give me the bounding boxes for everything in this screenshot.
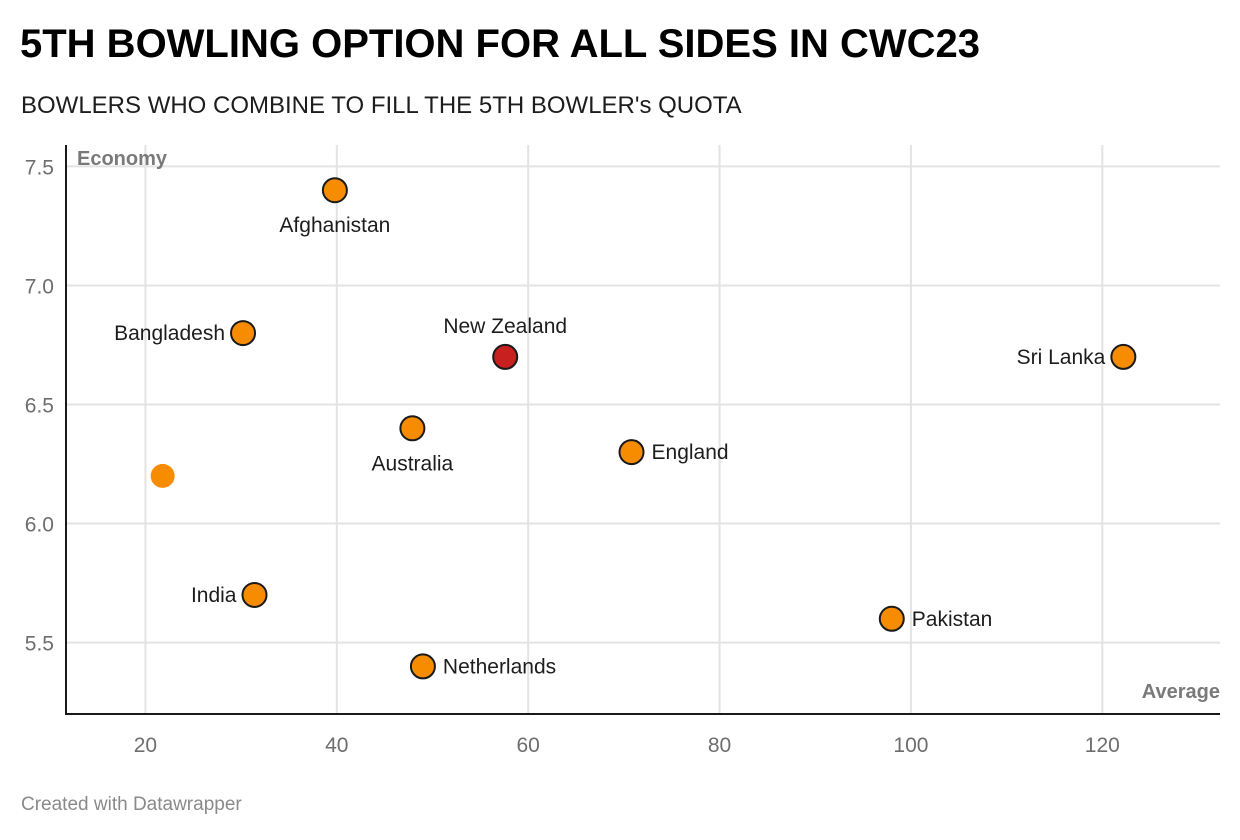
y-tick-label: 6.5: [25, 395, 54, 418]
data-point-group: Pakistan: [878, 605, 993, 632]
x-tick-label: 20: [134, 734, 157, 757]
data-point-label: Australia: [372, 452, 454, 475]
chart-subtitle: BOWLERS WHO COMBINE TO FILL THE 5TH BOWL…: [21, 92, 742, 119]
x-tick-label: 80: [708, 734, 731, 757]
gridlines: [66, 145, 1220, 714]
y-axis-title: Economy: [77, 148, 168, 170]
data-point-label: Afghanistan: [279, 214, 390, 237]
data-point-group: Australia: [372, 415, 454, 475]
data-point-group: Sri Lanka: [1017, 343, 1137, 370]
x-axis-title: Average: [1142, 681, 1220, 703]
data-point: [618, 439, 645, 466]
y-tick-label: 7.5: [25, 156, 54, 179]
y-tick-label: 7.0: [25, 275, 54, 298]
data-points: Afghanistan Bangladesh New Zealand Sri Lank…: [114, 177, 1137, 680]
data-point-group: England: [618, 439, 729, 466]
y-tick-label: 6.0: [25, 514, 54, 537]
y-tick-label: 5.5: [25, 633, 54, 656]
data-point-label: New Zealand: [443, 315, 567, 338]
data-point: [230, 320, 257, 347]
axes: [65, 145, 1220, 715]
data-point-group: [150, 463, 175, 488]
data-point-label: India: [191, 584, 237, 607]
data-point: [150, 463, 175, 488]
x-tick-label: 60: [516, 734, 539, 757]
data-point: [399, 415, 426, 442]
credit-footer: Created with Datawrapper: [21, 794, 242, 815]
x-tick-label: 120: [1085, 734, 1120, 757]
data-point-group: New Zealand: [443, 315, 567, 370]
data-point-label: Sri Lanka: [1017, 346, 1106, 369]
data-point-group: India: [191, 581, 268, 608]
data-point-label: Netherlands: [443, 655, 556, 678]
data-point: [409, 653, 436, 680]
x-tick-label: 100: [893, 734, 928, 757]
data-point: [878, 605, 905, 632]
data-point-group: Bangladesh: [114, 320, 257, 347]
data-point-label: Pakistan: [912, 608, 993, 631]
data-point: [1110, 343, 1137, 370]
data-point-label: England: [652, 441, 729, 464]
data-point: [241, 581, 268, 608]
scatter-chart: 20 40 60 80 100 120 5.5 6.0 6.5 7.0 7.5 Economy Av…: [25, 145, 1220, 757]
tick-labels: 20 40 60 80 100 120 5.5 6.0 6.5 7.0 7.5: [25, 156, 1120, 757]
data-point: [321, 177, 348, 204]
data-point-group: Netherlands: [409, 653, 556, 680]
data-point-label: Bangladesh: [114, 322, 225, 345]
data-point: [492, 343, 519, 370]
x-tick-label: 40: [325, 734, 348, 757]
data-point-group: Afghanistan: [279, 177, 390, 237]
chart-title: 5TH BOWLING OPTION FOR ALL SIDES IN CWC2…: [20, 22, 981, 66]
